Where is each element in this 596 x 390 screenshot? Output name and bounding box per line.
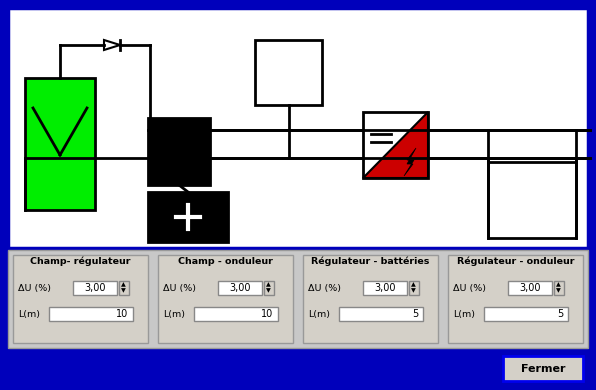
Bar <box>158 255 293 343</box>
Text: ΔU (%): ΔU (%) <box>453 284 486 292</box>
Polygon shape <box>363 112 428 178</box>
Text: 5: 5 <box>557 309 564 319</box>
Text: Champ- régulateur: Champ- régulateur <box>30 256 131 266</box>
Text: Régulateur - battéries: Régulateur - battéries <box>311 256 430 266</box>
Bar <box>73 281 117 295</box>
Bar <box>488 162 576 238</box>
Bar <box>119 281 129 295</box>
Bar <box>339 307 423 321</box>
Text: Fermer: Fermer <box>521 363 565 374</box>
Bar <box>148 118 210 185</box>
Bar <box>448 255 583 343</box>
Bar <box>363 281 406 295</box>
Text: Champ - onduleur: Champ - onduleur <box>178 257 273 266</box>
Text: 10: 10 <box>262 309 274 319</box>
Polygon shape <box>404 148 416 176</box>
Bar <box>13 255 148 343</box>
Text: Régulateur - onduleur: Régulateur - onduleur <box>457 256 575 266</box>
Bar <box>503 356 583 381</box>
Text: ▼: ▼ <box>557 289 561 294</box>
Bar <box>25 78 95 210</box>
Text: ▲: ▲ <box>411 282 416 287</box>
Text: ▲: ▲ <box>266 282 271 287</box>
Polygon shape <box>104 40 120 50</box>
Bar <box>303 255 438 343</box>
Text: 3,00: 3,00 <box>374 283 396 293</box>
Bar <box>363 112 428 178</box>
Text: 3,00: 3,00 <box>84 283 105 293</box>
Bar <box>148 192 228 242</box>
Text: L(m): L(m) <box>453 310 475 319</box>
Bar <box>264 281 274 295</box>
Text: 3,00: 3,00 <box>519 283 541 293</box>
Bar <box>255 40 322 105</box>
Bar <box>483 307 568 321</box>
Text: ΔU (%): ΔU (%) <box>163 284 196 292</box>
Text: L(m): L(m) <box>308 310 330 319</box>
Bar <box>409 281 419 295</box>
Text: ΔU (%): ΔU (%) <box>308 284 341 292</box>
Bar <box>8 8 588 248</box>
Text: L(m): L(m) <box>18 310 40 319</box>
Text: L(m): L(m) <box>163 310 185 319</box>
Bar <box>194 307 278 321</box>
Text: ▼: ▼ <box>122 289 126 294</box>
Text: ▲: ▲ <box>557 282 561 287</box>
Text: ΔU (%): ΔU (%) <box>18 284 51 292</box>
Text: 5: 5 <box>412 309 419 319</box>
Text: ▲: ▲ <box>122 282 126 287</box>
Text: ▼: ▼ <box>411 289 416 294</box>
Bar <box>508 281 552 295</box>
Bar <box>218 281 262 295</box>
Text: ▼: ▼ <box>266 289 271 294</box>
Bar <box>554 281 564 295</box>
Bar <box>8 250 588 348</box>
Text: 10: 10 <box>116 309 129 319</box>
Bar <box>49 307 133 321</box>
Text: 3,00: 3,00 <box>229 283 251 293</box>
